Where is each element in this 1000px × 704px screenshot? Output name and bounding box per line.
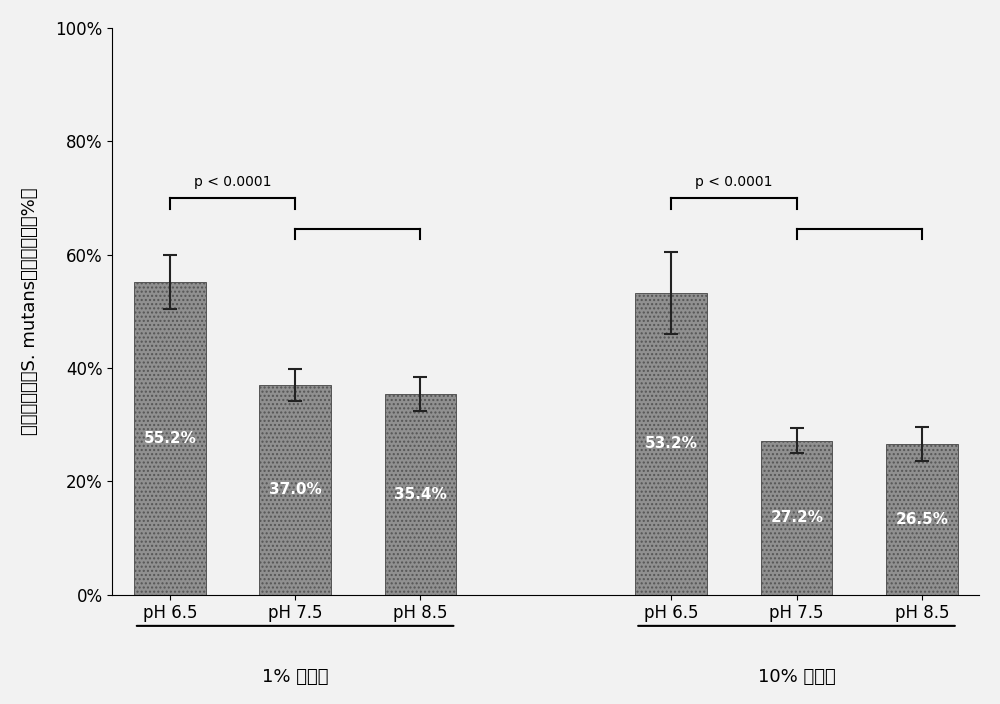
Text: p < 0.0001: p < 0.0001 <box>194 175 271 189</box>
Text: 37.0%: 37.0% <box>269 482 322 497</box>
Bar <box>385 394 456 595</box>
Text: p < 0.0001: p < 0.0001 <box>695 175 773 189</box>
Bar <box>635 293 707 595</box>
Bar <box>134 282 206 595</box>
Bar <box>761 441 832 595</box>
Text: 1% 木糖醇: 1% 木糖醇 <box>262 668 328 686</box>
Text: 26.5%: 26.5% <box>896 512 949 527</box>
Bar <box>259 385 331 595</box>
Text: 55.2%: 55.2% <box>144 431 196 446</box>
Text: 27.2%: 27.2% <box>770 510 823 525</box>
Text: 53.2%: 53.2% <box>645 436 698 451</box>
Text: 10% 木糖醇: 10% 木糖醇 <box>758 668 835 686</box>
Bar <box>886 444 958 595</box>
Text: 35.4%: 35.4% <box>394 487 447 502</box>
Y-axis label: 变异链球菌（S. mutans）的存活率（%）: 变异链球菌（S. mutans）的存活率（%） <box>21 187 39 435</box>
